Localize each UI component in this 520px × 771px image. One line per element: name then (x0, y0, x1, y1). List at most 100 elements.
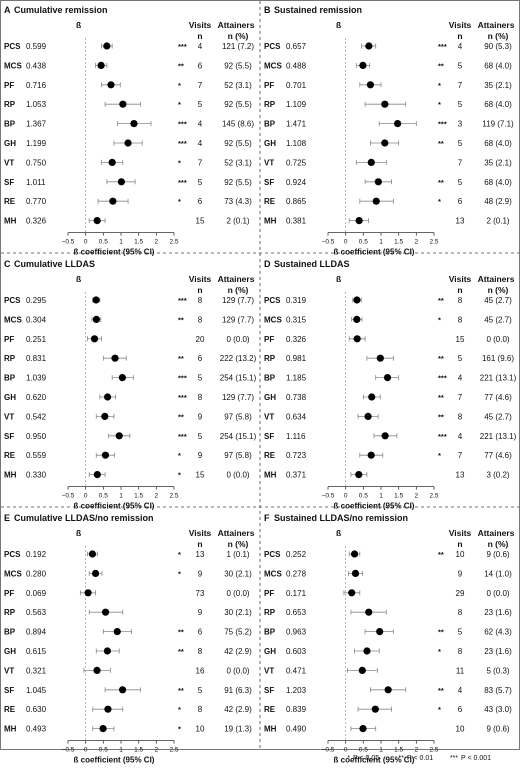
x-tick-label: 1 (379, 239, 383, 246)
attainers-value: 35 (2.1) (484, 81, 512, 90)
panel-title: Sustained remission (274, 5, 362, 15)
row-label: RE (264, 705, 276, 714)
estimate-point (101, 412, 109, 420)
significance-mark: * (438, 100, 441, 109)
x-tick-label: 2 (155, 493, 159, 500)
estimate-point (355, 471, 363, 479)
attainers-value: 97 (5.8) (224, 451, 252, 460)
attainers-value: 45 (2.7) (484, 315, 512, 324)
attainers-value: 221 (13.1) (480, 374, 517, 383)
beta-header: ß (76, 20, 81, 30)
significance-mark: ** (438, 412, 444, 421)
visits-value: 6 (458, 705, 463, 714)
attainers-value: 45 (2.7) (484, 412, 512, 421)
panel-title: Sustained LLDAS/no remission (274, 513, 408, 523)
beta-value: 1.471 (286, 120, 307, 129)
attainers-value: 92 (5.5) (224, 139, 252, 148)
beta-value: 1.203 (286, 686, 307, 695)
attainers-value: 68 (4.0) (484, 100, 512, 109)
visits-header-n: n (197, 539, 202, 549)
estimate-point (348, 589, 356, 597)
row-label: MH (4, 471, 17, 480)
beta-value: 0.171 (286, 589, 307, 598)
visits-value: 15 (456, 335, 465, 344)
estimate-point (103, 42, 111, 50)
attainers-value: 68 (4.0) (484, 139, 512, 148)
estimate-point (130, 120, 138, 128)
significance-mark: *** (178, 120, 187, 129)
attainers-value: 90 (5.3) (484, 42, 512, 51)
attainers-value: 68 (4.0) (484, 61, 512, 70)
beta-value: 1.108 (286, 139, 307, 148)
x-tick-label: 2.5 (169, 239, 178, 246)
estimate-point (88, 550, 97, 558)
x-tick-label: 2.5 (169, 493, 178, 500)
visits-header: Visits (449, 528, 472, 538)
row-label: GH (4, 393, 16, 402)
beta-value: 0.192 (26, 550, 47, 559)
visits-value: 9 (198, 412, 203, 421)
significance-mark: * (178, 471, 181, 480)
visits-value: 5 (458, 100, 463, 109)
attainers-value: 83 (5.7) (484, 686, 512, 695)
significance-mark: * (178, 81, 181, 90)
beta-header: ß (76, 274, 81, 284)
x-tick-label: 1.5 (134, 747, 143, 754)
x-axis-label: ß coefficient (95% CI) (74, 248, 155, 257)
significance-mark: ** (438, 393, 444, 402)
attainers-value: 42 (2.9) (224, 647, 252, 656)
attainers-value: 0 (0.0) (486, 335, 509, 344)
row-label: MH (264, 217, 277, 226)
attainers-value: 0 (0.0) (226, 335, 249, 344)
visits-value: 7 (458, 158, 463, 167)
estimate-point (358, 666, 366, 675)
visits-header: Visits (449, 274, 472, 284)
significance-mark: * (438, 451, 441, 460)
estimate-point (350, 550, 359, 558)
significance-mark: *** (178, 296, 187, 305)
estimate-point (107, 81, 115, 89)
x-tick-label: 0 (344, 239, 348, 246)
visits-header: Visits (189, 20, 212, 30)
estimate-point (351, 569, 360, 578)
x-tick-label: 1 (379, 493, 383, 500)
estimate-point (366, 81, 375, 89)
x-tick-label: 1.5 (134, 239, 143, 246)
legend-mark: ** (399, 755, 405, 762)
panel-letter: D (264, 259, 271, 269)
x-tick-label: 2 (415, 493, 419, 500)
visits-value: 5 (198, 374, 203, 383)
estimate-point (118, 686, 127, 694)
attainers-value: 52 (3.1) (224, 158, 252, 167)
estimate-point (124, 139, 132, 147)
attainers-value: 77 (4.6) (484, 393, 512, 402)
attainers-value: 0 (0.0) (226, 471, 249, 480)
beta-value: 0.630 (26, 705, 47, 714)
beta-value: 0.716 (26, 81, 47, 90)
visits-value: 7 (458, 451, 463, 460)
beta-value: 0.319 (286, 296, 307, 305)
attainers-header-n: n (%) (488, 31, 509, 41)
estimate-point (101, 451, 110, 459)
row-label: MH (4, 725, 17, 734)
x-tick-label: 2.5 (429, 239, 438, 246)
estimate-point (376, 354, 384, 362)
x-tick-label: 1 (119, 747, 123, 754)
attainers-header: Attainers (218, 528, 255, 538)
significance-mark: ** (438, 628, 444, 637)
significance-mark: * (178, 550, 181, 559)
panel-title: Cumulative remission (14, 5, 108, 15)
beta-value: 1.109 (286, 100, 307, 109)
x-axis-label: ß coefficient (95% CI) (334, 248, 415, 257)
visits-value: 20 (196, 335, 205, 344)
significance-mark: ** (438, 686, 444, 695)
estimate-point (93, 217, 101, 225)
attainers-value: 23 (1.6) (484, 647, 512, 656)
beta-value: 0.252 (286, 550, 307, 559)
estimate-point (368, 393, 376, 401)
visits-value: 8 (458, 412, 463, 421)
attainers-value: 45 (2.7) (484, 296, 512, 305)
significance-mark: * (178, 100, 181, 109)
attainers-value: 121 (7.2) (222, 42, 254, 51)
beta-value: 0.599 (26, 42, 47, 51)
